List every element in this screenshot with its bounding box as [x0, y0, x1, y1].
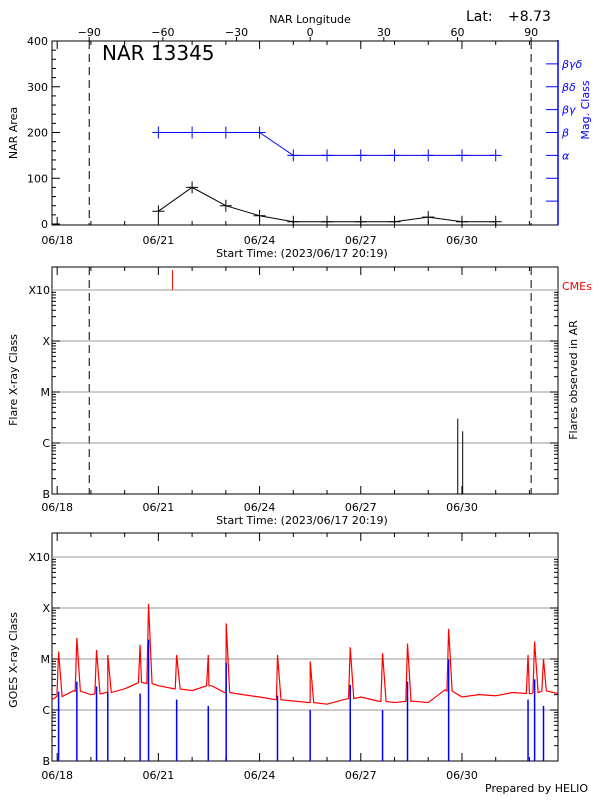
- area-point: [422, 211, 435, 224]
- area-point: [455, 215, 468, 228]
- area-point: [354, 215, 367, 228]
- y-tick-label: 300: [27, 81, 48, 94]
- x-tick-label: 06/21: [143, 234, 175, 247]
- y-tick-label: 200: [27, 127, 48, 140]
- y2-tick-label: βδ: [561, 81, 576, 94]
- y-tick-label: X: [42, 335, 50, 348]
- y-tick-label: X: [42, 602, 50, 615]
- x-tick-label: 06/21: [143, 501, 175, 514]
- mag_class-point: [253, 126, 266, 139]
- mag_class-point: [354, 149, 367, 162]
- x-tick-label: 06/18: [41, 769, 73, 782]
- top-axis-tick-label: 30: [377, 26, 391, 39]
- flares-y2-label: Flares observed in AR: [567, 320, 580, 440]
- mag_class-point: [388, 149, 401, 162]
- plot-frame: [51, 532, 559, 762]
- mag_class-point: [321, 149, 334, 162]
- top-axis-tick-label: 60: [450, 26, 464, 39]
- goes-y-label: GOES X-ray Class: [7, 612, 20, 708]
- mag_class-point: [422, 149, 435, 162]
- top-axis-label: NAR Longitude: [269, 13, 351, 26]
- top-axis-tick-label: −30: [225, 26, 248, 39]
- mag_class-point: [152, 126, 165, 139]
- x-tick-label: 06/18: [41, 234, 73, 247]
- mag_class-point: [186, 126, 199, 139]
- nar-y-label: NAR Area: [7, 107, 20, 159]
- x-tick-label: 06/30: [446, 234, 478, 247]
- area-point: [186, 181, 199, 194]
- area-point: [219, 199, 232, 212]
- flares-x-label: Start Time: (2023/06/17 20:19): [216, 514, 388, 527]
- x-tick-label: 06/18: [41, 501, 73, 514]
- x-tick-label: 06/24: [244, 769, 276, 782]
- y2-tick-label: βγδ: [561, 58, 583, 71]
- area-point: [388, 215, 401, 228]
- y-tick-label: M: [41, 386, 51, 399]
- x-tick-label: 06/30: [446, 501, 478, 514]
- footer-credit: Prepared by HELIO: [485, 782, 588, 795]
- y-tick-label: 100: [27, 172, 48, 185]
- top-axis-tick-label: 90: [524, 26, 538, 39]
- y2-tick-label: βγ: [561, 104, 576, 117]
- top-axis-tick-label: −60: [151, 26, 174, 39]
- y2-tick-label: α: [562, 149, 570, 162]
- y-tick-label: B: [42, 488, 50, 501]
- x-tick-label: 06/27: [345, 769, 377, 782]
- y-tick-label: X10: [28, 284, 50, 297]
- nar-x-label: Start Time: (2023/06/17 20:19): [216, 247, 388, 260]
- mag_class-point: [455, 149, 468, 162]
- area-point: [489, 215, 502, 228]
- plot-frame: [51, 266, 559, 495]
- lat-value: +8.73: [508, 9, 551, 25]
- lat-label: Lat:: [466, 9, 493, 25]
- y-tick-label: M: [41, 653, 51, 666]
- y-tick-label: B: [42, 755, 50, 768]
- x-tick-label: 06/30: [446, 769, 478, 782]
- mag_class-point: [219, 126, 232, 139]
- mag-class-label: Mag. Class: [579, 80, 592, 139]
- mag_class-point: [489, 149, 502, 162]
- goes-long-channel-line: [51, 603, 559, 705]
- plot-frame: [51, 40, 559, 226]
- mag_class-point: [287, 149, 300, 162]
- x-tick-label: 06/21: [143, 769, 175, 782]
- area-point: [253, 209, 266, 222]
- cme-label: CMEs: [562, 280, 592, 293]
- y-tick-label: C: [42, 437, 50, 450]
- area-point: [287, 215, 300, 228]
- y2-tick-label: β: [561, 127, 569, 140]
- y-tick-label: X10: [28, 551, 50, 564]
- area-point: [321, 215, 334, 228]
- area-point: [152, 205, 165, 218]
- top-axis-tick-label: −90: [78, 26, 101, 39]
- flares-y-label: Flare X-ray Class: [7, 334, 20, 426]
- top-axis-tick-label: 0: [307, 26, 314, 39]
- x-tick-label: 06/24: [244, 234, 276, 247]
- y-tick-label: 400: [27, 35, 48, 48]
- x-tick-label: 06/27: [345, 234, 377, 247]
- y-tick-label: 0: [41, 218, 48, 231]
- x-tick-label: 06/24: [244, 501, 276, 514]
- y-tick-label: C: [42, 704, 50, 717]
- x-tick-label: 06/27: [345, 501, 377, 514]
